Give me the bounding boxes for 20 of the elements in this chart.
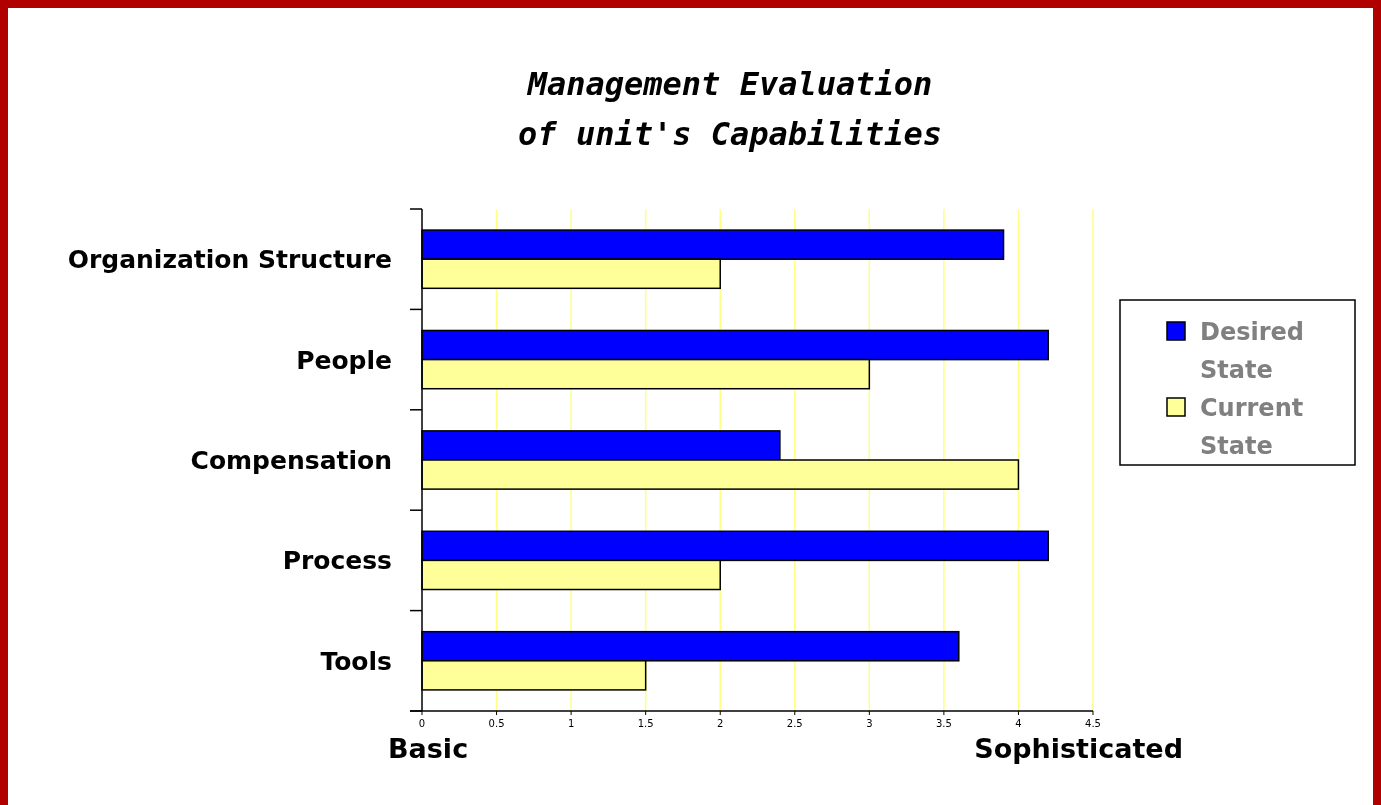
y-tick-label: Organization Structure (67, 245, 392, 275)
text: Sophisticated (974, 733, 1183, 764)
x-tick-label: 0 (418, 718, 426, 729)
x-tick-label: 1.5 (637, 718, 654, 729)
y-tick-label: Compensation (190, 446, 392, 475)
x-tick-label: 3 (866, 718, 873, 729)
x-tick-label: 4.5 (1085, 718, 1101, 729)
y-tick-label: People (296, 345, 392, 375)
chart-title: Management Evaluation of unit's Capabilities (518, 65, 942, 153)
y-tick-label: Process (282, 546, 392, 576)
x-tick-label: 0.5 (488, 718, 505, 729)
x-tick-label: 1 (567, 718, 575, 729)
x-tick-label: 4 (1015, 718, 1022, 729)
text: Basic (388, 733, 469, 764)
y-tick-label: Tools (320, 646, 392, 676)
x-tick-label: 2 (717, 718, 724, 729)
legend-label: Current State (1200, 394, 1304, 460)
legend-label: Desired State (1200, 318, 1305, 384)
x-tick-label: 2.5 (786, 718, 803, 729)
x-tick-label: 3.5 (935, 718, 952, 729)
